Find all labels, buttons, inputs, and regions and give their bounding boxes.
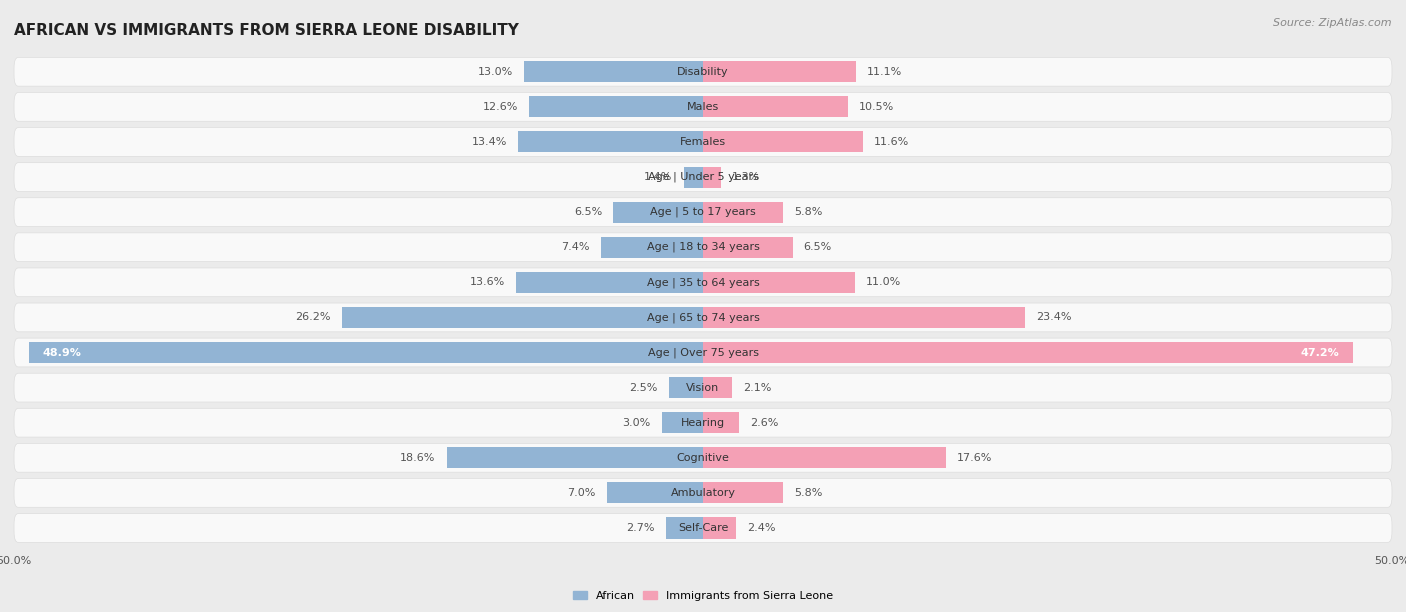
Text: 11.0%: 11.0% xyxy=(866,277,901,287)
Text: Hearing: Hearing xyxy=(681,418,725,428)
Text: Age | 35 to 64 years: Age | 35 to 64 years xyxy=(647,277,759,288)
FancyBboxPatch shape xyxy=(14,444,1392,472)
Bar xyxy=(662,412,703,433)
Bar xyxy=(703,482,783,504)
Text: Ambulatory: Ambulatory xyxy=(671,488,735,498)
Text: 7.4%: 7.4% xyxy=(561,242,591,252)
Bar xyxy=(606,482,703,504)
Bar xyxy=(703,272,855,293)
Text: Age | 18 to 34 years: Age | 18 to 34 years xyxy=(647,242,759,253)
FancyBboxPatch shape xyxy=(14,513,1392,542)
Text: 2.6%: 2.6% xyxy=(749,418,779,428)
Text: 17.6%: 17.6% xyxy=(956,453,991,463)
Text: Vision: Vision xyxy=(686,382,720,393)
Bar xyxy=(666,518,703,539)
Text: 13.6%: 13.6% xyxy=(470,277,505,287)
Text: 5.8%: 5.8% xyxy=(794,488,823,498)
Bar xyxy=(703,518,737,539)
Text: 2.7%: 2.7% xyxy=(626,523,655,533)
Text: 10.5%: 10.5% xyxy=(859,102,894,112)
Bar xyxy=(703,201,783,223)
FancyBboxPatch shape xyxy=(14,198,1392,226)
Bar xyxy=(524,61,703,82)
Text: 11.1%: 11.1% xyxy=(868,67,903,76)
Text: Age | 5 to 17 years: Age | 5 to 17 years xyxy=(650,207,756,217)
FancyBboxPatch shape xyxy=(14,92,1392,121)
Text: 7.0%: 7.0% xyxy=(567,488,596,498)
Text: 48.9%: 48.9% xyxy=(44,348,82,357)
Bar xyxy=(703,132,863,152)
Text: Disability: Disability xyxy=(678,67,728,76)
Text: 13.0%: 13.0% xyxy=(478,67,513,76)
Text: 18.6%: 18.6% xyxy=(401,453,436,463)
Text: 47.2%: 47.2% xyxy=(1301,348,1340,357)
FancyBboxPatch shape xyxy=(14,408,1392,437)
Text: 3.0%: 3.0% xyxy=(623,418,651,428)
FancyBboxPatch shape xyxy=(14,373,1392,402)
Text: Females: Females xyxy=(681,137,725,147)
Bar xyxy=(447,447,703,468)
FancyBboxPatch shape xyxy=(14,268,1392,297)
Text: 2.5%: 2.5% xyxy=(628,382,658,393)
Bar xyxy=(613,201,703,223)
Bar xyxy=(30,342,703,363)
Text: 5.8%: 5.8% xyxy=(794,207,823,217)
Text: 2.4%: 2.4% xyxy=(747,523,776,533)
FancyBboxPatch shape xyxy=(14,58,1392,86)
FancyBboxPatch shape xyxy=(14,127,1392,156)
Bar xyxy=(703,307,1025,328)
Bar xyxy=(703,237,793,258)
Text: 23.4%: 23.4% xyxy=(1036,313,1071,323)
FancyBboxPatch shape xyxy=(14,338,1392,367)
FancyBboxPatch shape xyxy=(14,479,1392,507)
Text: 11.6%: 11.6% xyxy=(875,137,910,147)
Text: 13.4%: 13.4% xyxy=(472,137,508,147)
FancyBboxPatch shape xyxy=(14,233,1392,261)
Bar xyxy=(519,132,703,152)
Text: Age | 65 to 74 years: Age | 65 to 74 years xyxy=(647,312,759,323)
Text: 1.4%: 1.4% xyxy=(644,172,672,182)
Bar xyxy=(703,61,856,82)
FancyBboxPatch shape xyxy=(14,163,1392,192)
Text: 26.2%: 26.2% xyxy=(295,313,330,323)
Text: 6.5%: 6.5% xyxy=(574,207,602,217)
FancyBboxPatch shape xyxy=(14,303,1392,332)
Text: 12.6%: 12.6% xyxy=(484,102,519,112)
Text: Self-Care: Self-Care xyxy=(678,523,728,533)
Bar xyxy=(683,166,703,188)
Bar xyxy=(703,377,733,398)
Legend: African, Immigrants from Sierra Leone: African, Immigrants from Sierra Leone xyxy=(569,586,837,605)
Text: Cognitive: Cognitive xyxy=(676,453,730,463)
Bar xyxy=(530,96,703,118)
Bar xyxy=(703,342,1354,363)
Bar xyxy=(703,166,721,188)
Bar xyxy=(342,307,703,328)
Text: 6.5%: 6.5% xyxy=(804,242,832,252)
Text: Age | Under 5 years: Age | Under 5 years xyxy=(648,172,758,182)
Text: 1.3%: 1.3% xyxy=(733,172,761,182)
Bar xyxy=(703,96,848,118)
Text: Males: Males xyxy=(688,102,718,112)
Text: 2.1%: 2.1% xyxy=(742,382,772,393)
Bar xyxy=(600,237,703,258)
Bar xyxy=(516,272,703,293)
Text: AFRICAN VS IMMIGRANTS FROM SIERRA LEONE DISABILITY: AFRICAN VS IMMIGRANTS FROM SIERRA LEONE … xyxy=(14,23,519,38)
Bar xyxy=(669,377,703,398)
Bar xyxy=(703,412,738,433)
Text: Age | Over 75 years: Age | Over 75 years xyxy=(648,347,758,358)
Bar xyxy=(703,447,945,468)
Text: Source: ZipAtlas.com: Source: ZipAtlas.com xyxy=(1274,18,1392,28)
